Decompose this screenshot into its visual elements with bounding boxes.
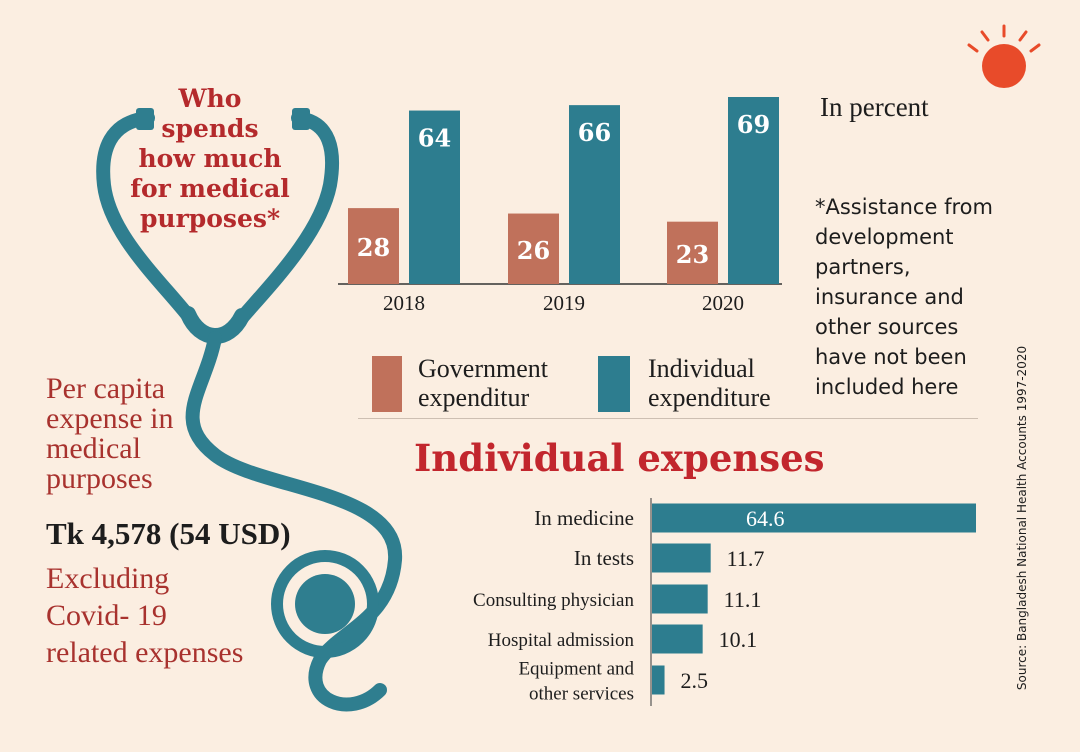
legend-line: expenditur <box>418 383 530 412</box>
expense-value-label: 64.6 <box>746 506 785 531</box>
note-line: related expenses <box>46 636 244 669</box>
expense-category-label: Equipment and <box>518 659 634 680</box>
sun-logo-icon <box>967 24 1041 88</box>
expense-bar <box>652 584 708 614</box>
x-tick-label: 2019 <box>543 291 585 315</box>
stethoscope-icon <box>96 108 403 712</box>
expense-bar <box>652 543 711 573</box>
legend-swatch-government <box>372 356 402 412</box>
bar-government-2019 <box>508 213 559 284</box>
section-divider <box>358 418 978 419</box>
legend-swatch-individual <box>598 356 630 412</box>
bar-value-label: 23 <box>676 240 709 269</box>
footnote-line: partners, <box>815 255 911 279</box>
expense-value-label: 10.1 <box>719 627 758 652</box>
expense-category-label: In tests <box>574 546 634 570</box>
footnote-line: other sources <box>815 315 959 339</box>
bar-individual-2020 <box>728 97 779 284</box>
legend-label-government: Government expenditur <box>418 354 548 412</box>
expense-bar <box>652 503 976 533</box>
source-note: Source: Bangladesh National Health Accou… <box>1015 345 1029 691</box>
expense-category-label: other services <box>529 684 634 705</box>
x-tick-label: 2020 <box>702 291 744 315</box>
note-line: Covid- 19 <box>46 599 167 632</box>
footnote-line: included here <box>815 375 959 399</box>
per-capita-note: Excluding Covid- 19 related expenses <box>46 560 243 671</box>
legend-line: expenditure <box>648 383 771 412</box>
note-line: Excluding <box>46 562 170 595</box>
per-capita-line: expense in <box>46 402 174 435</box>
per-capita-line: medical <box>46 432 141 465</box>
footnote-line: *Assistance from <box>815 195 993 219</box>
per-capita-line: Per capita <box>46 372 166 405</box>
expense-value-label: 2.5 <box>681 668 709 693</box>
expense-category-label: Hospital admission <box>488 630 635 651</box>
unit-label: In percent <box>820 92 929 122</box>
expense-value-label: 11.1 <box>724 587 762 612</box>
expense-value-label: 11.7 <box>727 546 765 571</box>
per-capita-line: purposes <box>46 462 153 495</box>
expense-bar <box>652 624 703 654</box>
bar-individual-2019 <box>569 105 620 284</box>
title-line: how much <box>138 144 282 173</box>
bar-value-label: 69 <box>737 110 770 139</box>
legend-line: Individual <box>648 354 755 383</box>
title-line: spends <box>161 114 259 143</box>
footnote-line: have not been <box>815 345 967 369</box>
per-capita-label: Per capita expense in medical purposes <box>46 374 173 494</box>
title-line: Who <box>178 84 242 113</box>
title-line: for medical <box>130 174 290 203</box>
footnote: *Assistance from development partners, i… <box>815 192 993 402</box>
legend-label-individual: Individual expenditure <box>648 354 771 412</box>
per-capita-amount: Tk 4,578 (54 USD) <box>46 516 291 551</box>
expense-category-label: In medicine <box>534 506 634 530</box>
title-line: purposes* <box>139 204 281 233</box>
legend-line: Government <box>418 354 548 383</box>
footnote-line: insurance and <box>815 285 964 309</box>
bar-government-2020 <box>667 221 718 284</box>
bar-value-label: 26 <box>517 236 550 265</box>
expense-bar <box>652 665 665 695</box>
section-title: Individual expenses <box>414 436 825 480</box>
bar-value-label: 66 <box>578 118 611 147</box>
footnote-line: development <box>815 225 954 249</box>
expense-category-label: Consulting physician <box>473 590 634 611</box>
main-title: Who spends how much for medical purposes… <box>120 84 300 234</box>
